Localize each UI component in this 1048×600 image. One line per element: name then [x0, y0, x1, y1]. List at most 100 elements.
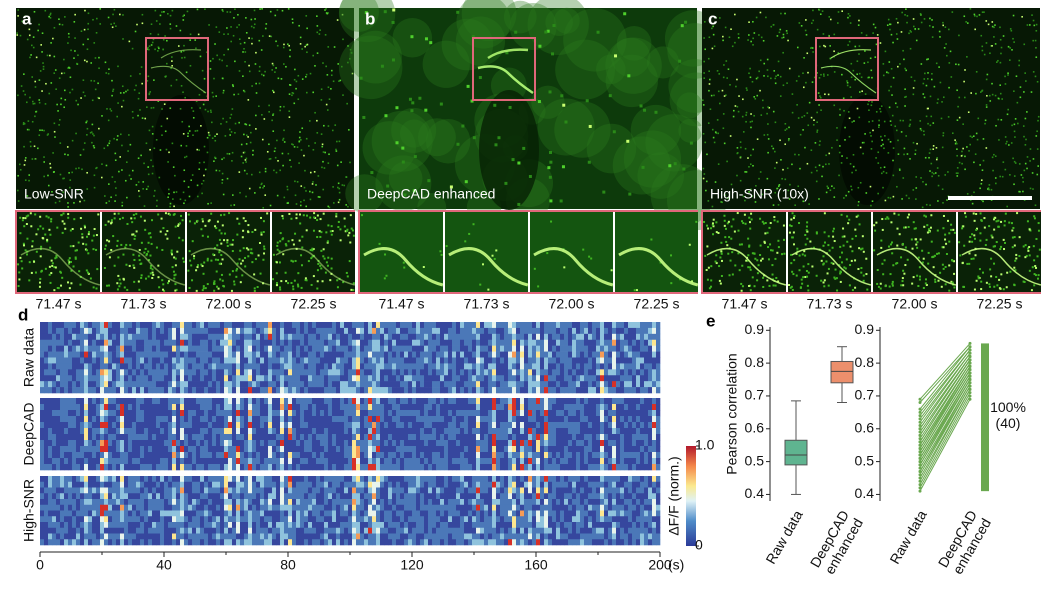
- pixel: [972, 135, 975, 138]
- pixel: [75, 249, 78, 252]
- heat-cell: [156, 375, 161, 382]
- pixel: [200, 263, 203, 266]
- pixel: [49, 13, 52, 16]
- heat-cell: [468, 375, 473, 382]
- pixel: [90, 79, 93, 82]
- pixel: [173, 205, 175, 208]
- pixel: [1007, 74, 1009, 76]
- pixel: [895, 33, 898, 35]
- pixel: [181, 57, 183, 59]
- pixel: [923, 133, 925, 136]
- heat-cell: [288, 375, 293, 382]
- heat-cell: [276, 375, 281, 382]
- pixel: [268, 104, 270, 107]
- heat-cell: [360, 381, 365, 388]
- pixel: [195, 289, 198, 292]
- pixel: [991, 236, 994, 239]
- pixel: [67, 32, 70, 35]
- pixel: [823, 231, 826, 234]
- heat-cell: [392, 345, 397, 352]
- pixel: [255, 114, 257, 117]
- heat-cell: [624, 381, 629, 388]
- pixel: [702, 99, 704, 101]
- heat-cell: [132, 375, 137, 382]
- pixel: [705, 180, 708, 183]
- pixel: [999, 38, 1002, 41]
- pixel: [298, 213, 301, 216]
- heat-cell: [396, 333, 401, 341]
- pixel: [860, 76, 863, 79]
- pixel: [427, 179, 431, 183]
- pixel: [801, 116, 803, 118]
- timestamp: 71.73 s: [807, 296, 853, 312]
- heat-cell: [52, 357, 57, 364]
- pixel: [739, 155, 742, 158]
- pixel: [180, 214, 183, 217]
- pixel: [211, 137, 214, 139]
- heat-cell: [580, 375, 585, 382]
- heat-cell: [268, 375, 273, 382]
- heat-cell: [372, 363, 377, 370]
- pixel: [865, 192, 868, 194]
- heat-cell: [448, 363, 453, 370]
- heat-cell: [632, 387, 637, 394]
- timestamp: 72.00 s: [549, 296, 595, 312]
- heat-cell: [260, 345, 265, 352]
- heat-cell: [456, 339, 461, 346]
- heat-cell: [620, 327, 625, 335]
- pixel: [559, 199, 563, 203]
- pixel: [169, 27, 172, 30]
- heat-cell: [352, 387, 357, 394]
- heat-cell: [164, 339, 169, 346]
- pixel: [79, 217, 82, 220]
- heat-cell: [184, 387, 189, 394]
- heat-cell: [164, 345, 169, 352]
- pixel: [190, 107, 193, 109]
- heat-cell: [436, 345, 441, 352]
- pixel: [770, 25, 773, 28]
- pixel: [1013, 160, 1016, 163]
- pixel: [847, 111, 850, 113]
- pixel: [1007, 45, 1010, 48]
- pixel: [1035, 47, 1037, 49]
- pixel: [873, 224, 876, 227]
- pixel: [92, 133, 94, 135]
- heat-cell: [428, 387, 433, 394]
- pixel: [269, 10, 272, 13]
- pixel: [590, 257, 593, 260]
- heat-cell: [404, 369, 409, 376]
- pixel: [896, 38, 899, 40]
- pixel: [886, 71, 888, 74]
- pixel: [23, 122, 26, 125]
- pixel: [424, 37, 428, 41]
- pixel: [252, 153, 254, 156]
- pixel: [954, 142, 957, 145]
- heat-cell: [644, 375, 649, 382]
- pixel: [850, 185, 852, 188]
- heat-cell: [368, 357, 373, 364]
- pixel: [957, 172, 959, 175]
- pixel: [745, 87, 748, 89]
- pixel: [309, 198, 312, 201]
- pixel: [863, 141, 865, 144]
- pixel: [221, 172, 224, 175]
- heat-cell: [468, 345, 473, 352]
- heat-cell: [216, 369, 221, 376]
- heat-cell: [160, 387, 165, 394]
- pixel: [734, 41, 736, 44]
- pixel: [232, 34, 235, 37]
- heat-cell: [344, 369, 349, 376]
- pixel: [316, 269, 319, 272]
- pixel: [153, 79, 155, 81]
- heat-cell: [572, 357, 577, 364]
- pixel: [273, 169, 275, 172]
- haze: [537, 98, 595, 156]
- pixel: [73, 21, 76, 23]
- pixel: [327, 125, 330, 127]
- heat-cell: [188, 333, 193, 341]
- heat-cell: [632, 363, 637, 370]
- pixel: [740, 243, 743, 246]
- heat-cell: [144, 381, 149, 388]
- pixel: [784, 143, 787, 146]
- pixel: [860, 32, 863, 34]
